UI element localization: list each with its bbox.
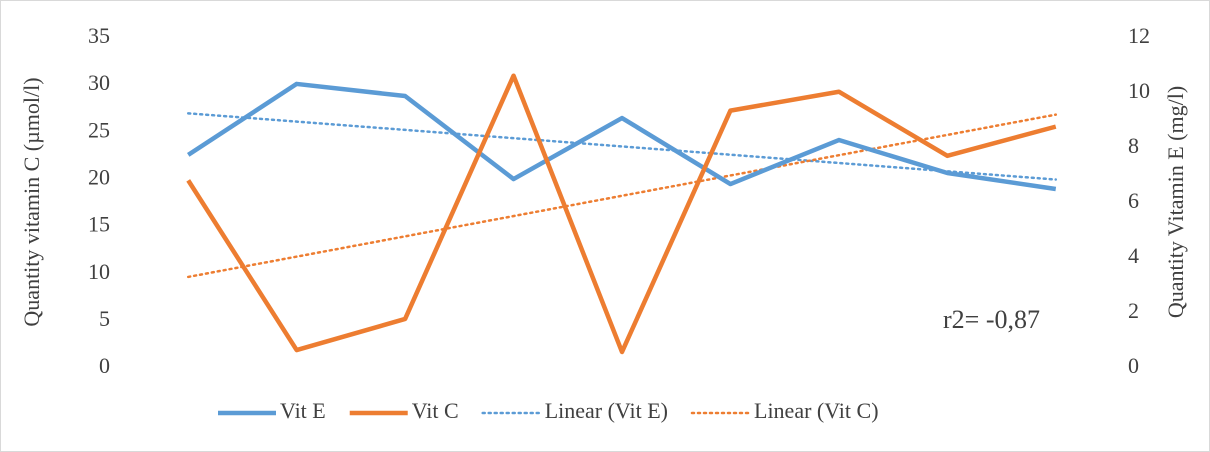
y2-tick-label: 12	[1128, 23, 1150, 48]
y-tick-label: 15	[88, 212, 110, 237]
y-tick-label: 25	[88, 117, 110, 142]
annotation: r2= -0,87	[943, 305, 1040, 334]
y-tick-label: 20	[88, 164, 110, 189]
trendline	[186, 112, 1058, 181]
y2-axis-label: Quantity Vitamin E (mg/l)	[1163, 86, 1188, 318]
legend-label: Linear (Vit E)	[545, 398, 668, 423]
y-tick-label: 35	[88, 23, 110, 48]
legend-label: Vit E	[280, 398, 326, 423]
y2-tick-label: 2	[1128, 298, 1139, 323]
y2-tick-label: 10	[1128, 78, 1150, 103]
legend-label: Vit C	[412, 398, 459, 423]
y-tick-label: 30	[88, 70, 110, 95]
series-line	[186, 73, 1057, 355]
trendline	[186, 113, 1058, 279]
y-axis-label: Quantity vitamin C (µmol/l)	[19, 77, 44, 326]
y2-tick-label: 8	[1128, 133, 1139, 158]
y-tick-label: 10	[88, 259, 110, 284]
y-tick-label: 0	[99, 353, 110, 378]
y-tick-label: 5	[99, 306, 110, 331]
legend-label: Linear (Vit C)	[754, 398, 879, 423]
y2-tick-label: 6	[1128, 188, 1139, 213]
series-line	[186, 81, 1057, 192]
y2-tick-label: 4	[1128, 243, 1139, 268]
y2-tick-label: 0	[1128, 353, 1139, 378]
